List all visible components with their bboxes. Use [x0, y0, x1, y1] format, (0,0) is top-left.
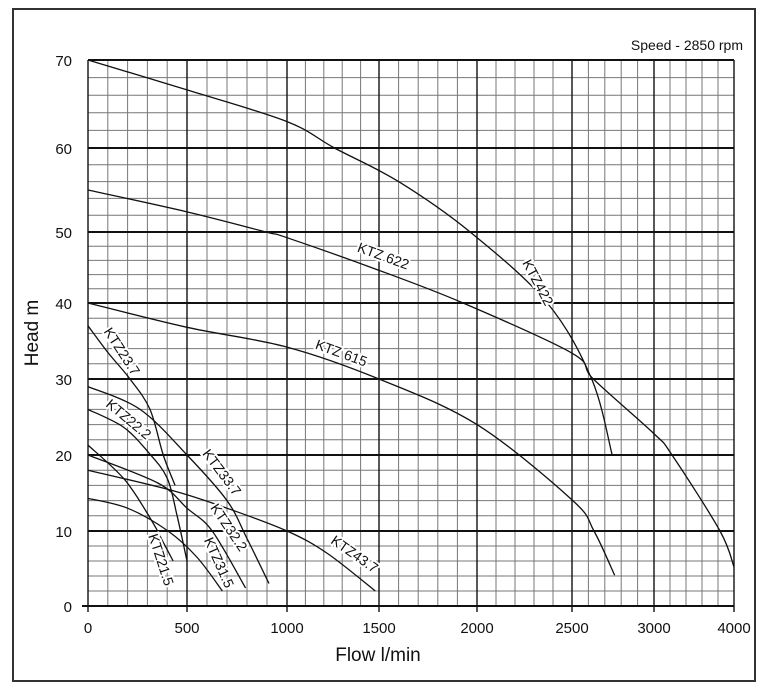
- curve-ktz237: [87, 325, 176, 486]
- x-tick-label: 0: [84, 620, 92, 637]
- x-tick-label: 4000: [717, 620, 750, 637]
- x-tick-label: 1000: [270, 620, 303, 637]
- y-tick-label: 50: [55, 225, 72, 242]
- curve-ktz322: [87, 454, 247, 589]
- curve-label: KTZ422: [519, 257, 557, 309]
- curve-ktz222: [87, 408, 188, 562]
- curves: [87, 59, 735, 592]
- curve-label: KTZ33.7: [199, 446, 244, 499]
- x-axis-label: Flow l/min: [335, 645, 421, 666]
- y-tick-label: 10: [55, 524, 72, 541]
- y-tick-label: 20: [55, 448, 72, 465]
- speed-annotation: Speed - 2850 rpm: [631, 37, 743, 53]
- curve-label: KTZ 622: [355, 239, 411, 272]
- curve-ktz315: [87, 497, 223, 592]
- curve-label: KTZ43.7: [328, 532, 381, 576]
- x-tick-label: 3000: [637, 620, 670, 637]
- y-axis-label: Head m: [22, 300, 43, 367]
- y-tick-label: 30: [55, 372, 72, 389]
- y-tick-label: 0: [64, 599, 72, 616]
- y-tick-label: 40: [55, 296, 72, 313]
- x-tick-label: 2500: [555, 620, 588, 637]
- grid: [82, 59, 735, 612]
- curve-ktz615: [87, 302, 616, 576]
- curve-ktz215: [87, 444, 174, 562]
- x-tick-label: 1500: [362, 620, 395, 637]
- chart-frame: [12, 8, 756, 682]
- curve-ktz337: [87, 386, 270, 584]
- curve-ktz622: [87, 189, 735, 568]
- curve-ktz437: [87, 469, 376, 592]
- y-tick-label: 70: [55, 53, 72, 70]
- curve-ktz422: [87, 59, 613, 456]
- x-tick-label: 500: [174, 620, 199, 637]
- x-tick-label: 2000: [460, 620, 493, 637]
- y-tick-label: 60: [55, 141, 72, 158]
- tick-labels: 0 500 1000 1500 2000 2500 3000 4000 0 10 20 30 40 50 6…: [55, 53, 750, 637]
